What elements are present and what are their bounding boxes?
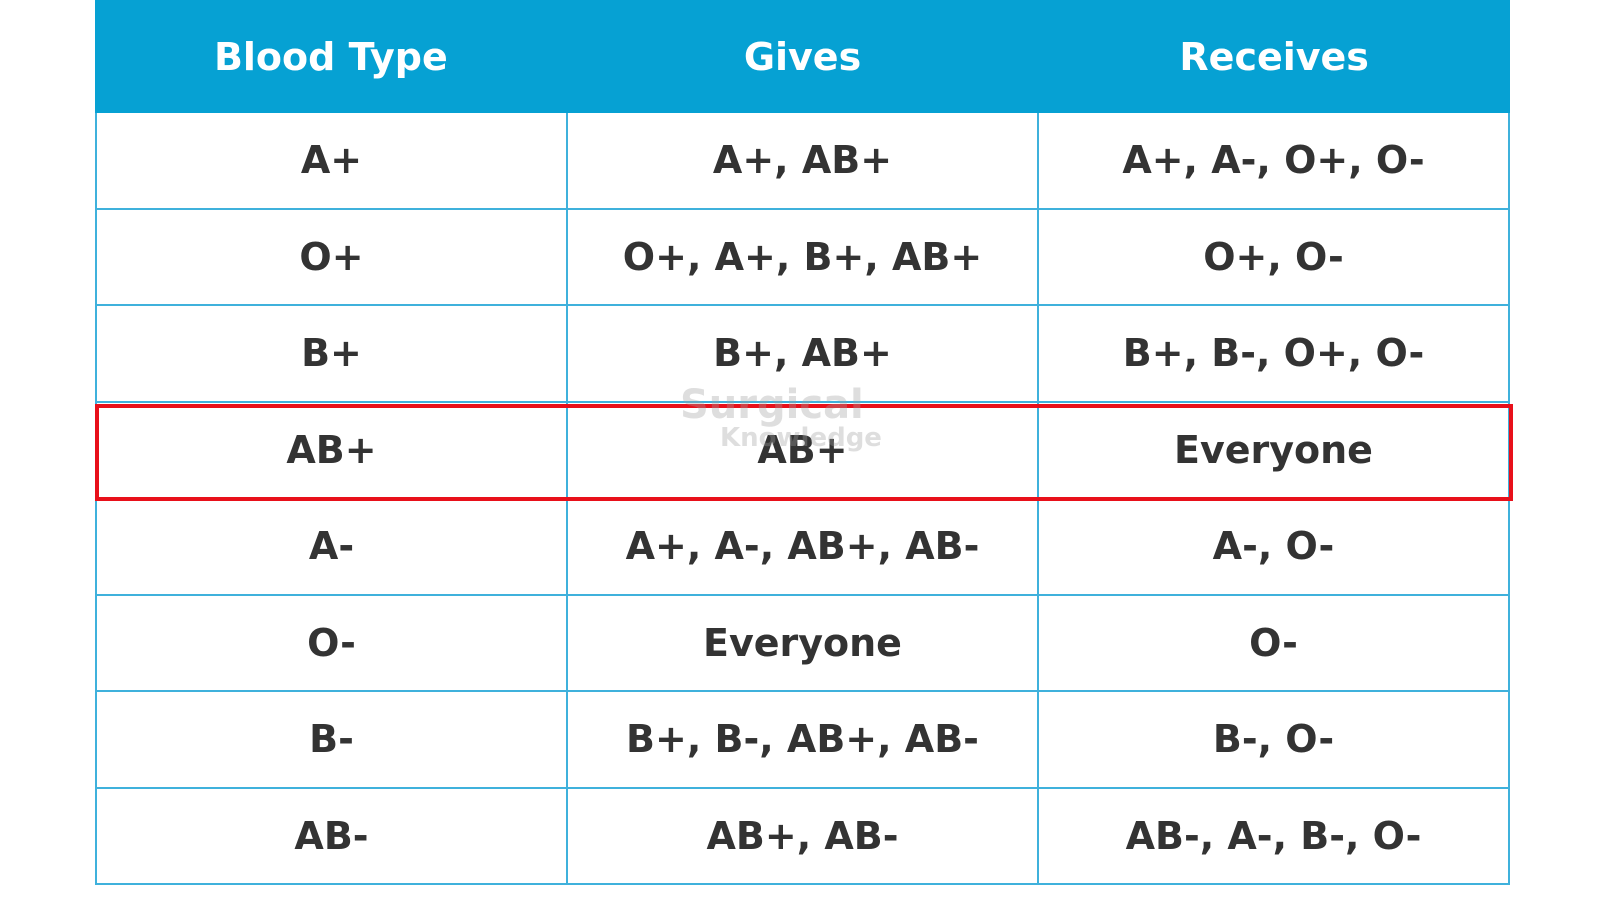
table-cell: A+, A-, O+, O- xyxy=(1039,113,1510,210)
table-cell: B+, B-, O+, O- xyxy=(1039,306,1510,403)
table-cell: A+ xyxy=(95,113,568,210)
compatibility-table: Blood Type Gives Receives A+ A+, AB+ A+, A-, … xyxy=(95,0,1510,885)
table-cell: B+ xyxy=(95,306,568,403)
table-cell: AB+, AB- xyxy=(568,788,1039,885)
table-cell: AB+ xyxy=(568,402,1039,499)
header-row: Blood Type Gives Receives xyxy=(95,0,1510,113)
table-row: AB- AB+, AB- AB-, A-, B-, O- xyxy=(95,788,1510,885)
table-cell: O+, A+, B+, AB+ xyxy=(568,209,1039,306)
table-cell: B+, B-, AB+, AB- xyxy=(568,692,1039,789)
table-cell: O+ xyxy=(95,209,568,306)
table-row: A+ A+, AB+ A+, A-, O+, O- xyxy=(95,113,1510,210)
table-row: B+ B+, AB+ B+, B-, O+, O- xyxy=(95,306,1510,403)
table-cell: O- xyxy=(95,595,568,692)
table-cell: Everyone xyxy=(1039,402,1510,499)
table-row: A- A+, A-, AB+, AB- A-, O- xyxy=(95,499,1510,596)
table-cell: AB-, A-, B-, O- xyxy=(1039,788,1510,885)
table-cell: A+, A-, AB+, AB- xyxy=(568,499,1039,596)
table-cell: Everyone xyxy=(568,595,1039,692)
table-row: O+ O+, A+, B+, AB+ O+, O- xyxy=(95,209,1510,306)
table-cell: AB- xyxy=(95,788,568,885)
table-cell: A+, AB+ xyxy=(568,113,1039,210)
table-cell: O- xyxy=(1039,595,1510,692)
header-cell: Receives xyxy=(1179,34,1369,79)
table-cell: A- xyxy=(95,499,568,596)
table-cell: O+, O- xyxy=(1039,209,1510,306)
table-cell: AB+ xyxy=(95,402,568,499)
table-cell: B- xyxy=(95,692,568,789)
table-cell: B+, AB+ xyxy=(568,306,1039,403)
header-cell: Blood Type xyxy=(213,34,448,79)
table-cell: B-, O- xyxy=(1039,692,1510,789)
table-row: B- B+, B-, AB+, AB- B-, O- xyxy=(95,692,1510,789)
table-row: O- Everyone O- xyxy=(95,595,1510,692)
header-cell: Gives xyxy=(743,34,862,79)
table-cell: A-, O- xyxy=(1039,499,1510,596)
table-row: AB+ AB+ Everyone xyxy=(95,402,1510,499)
